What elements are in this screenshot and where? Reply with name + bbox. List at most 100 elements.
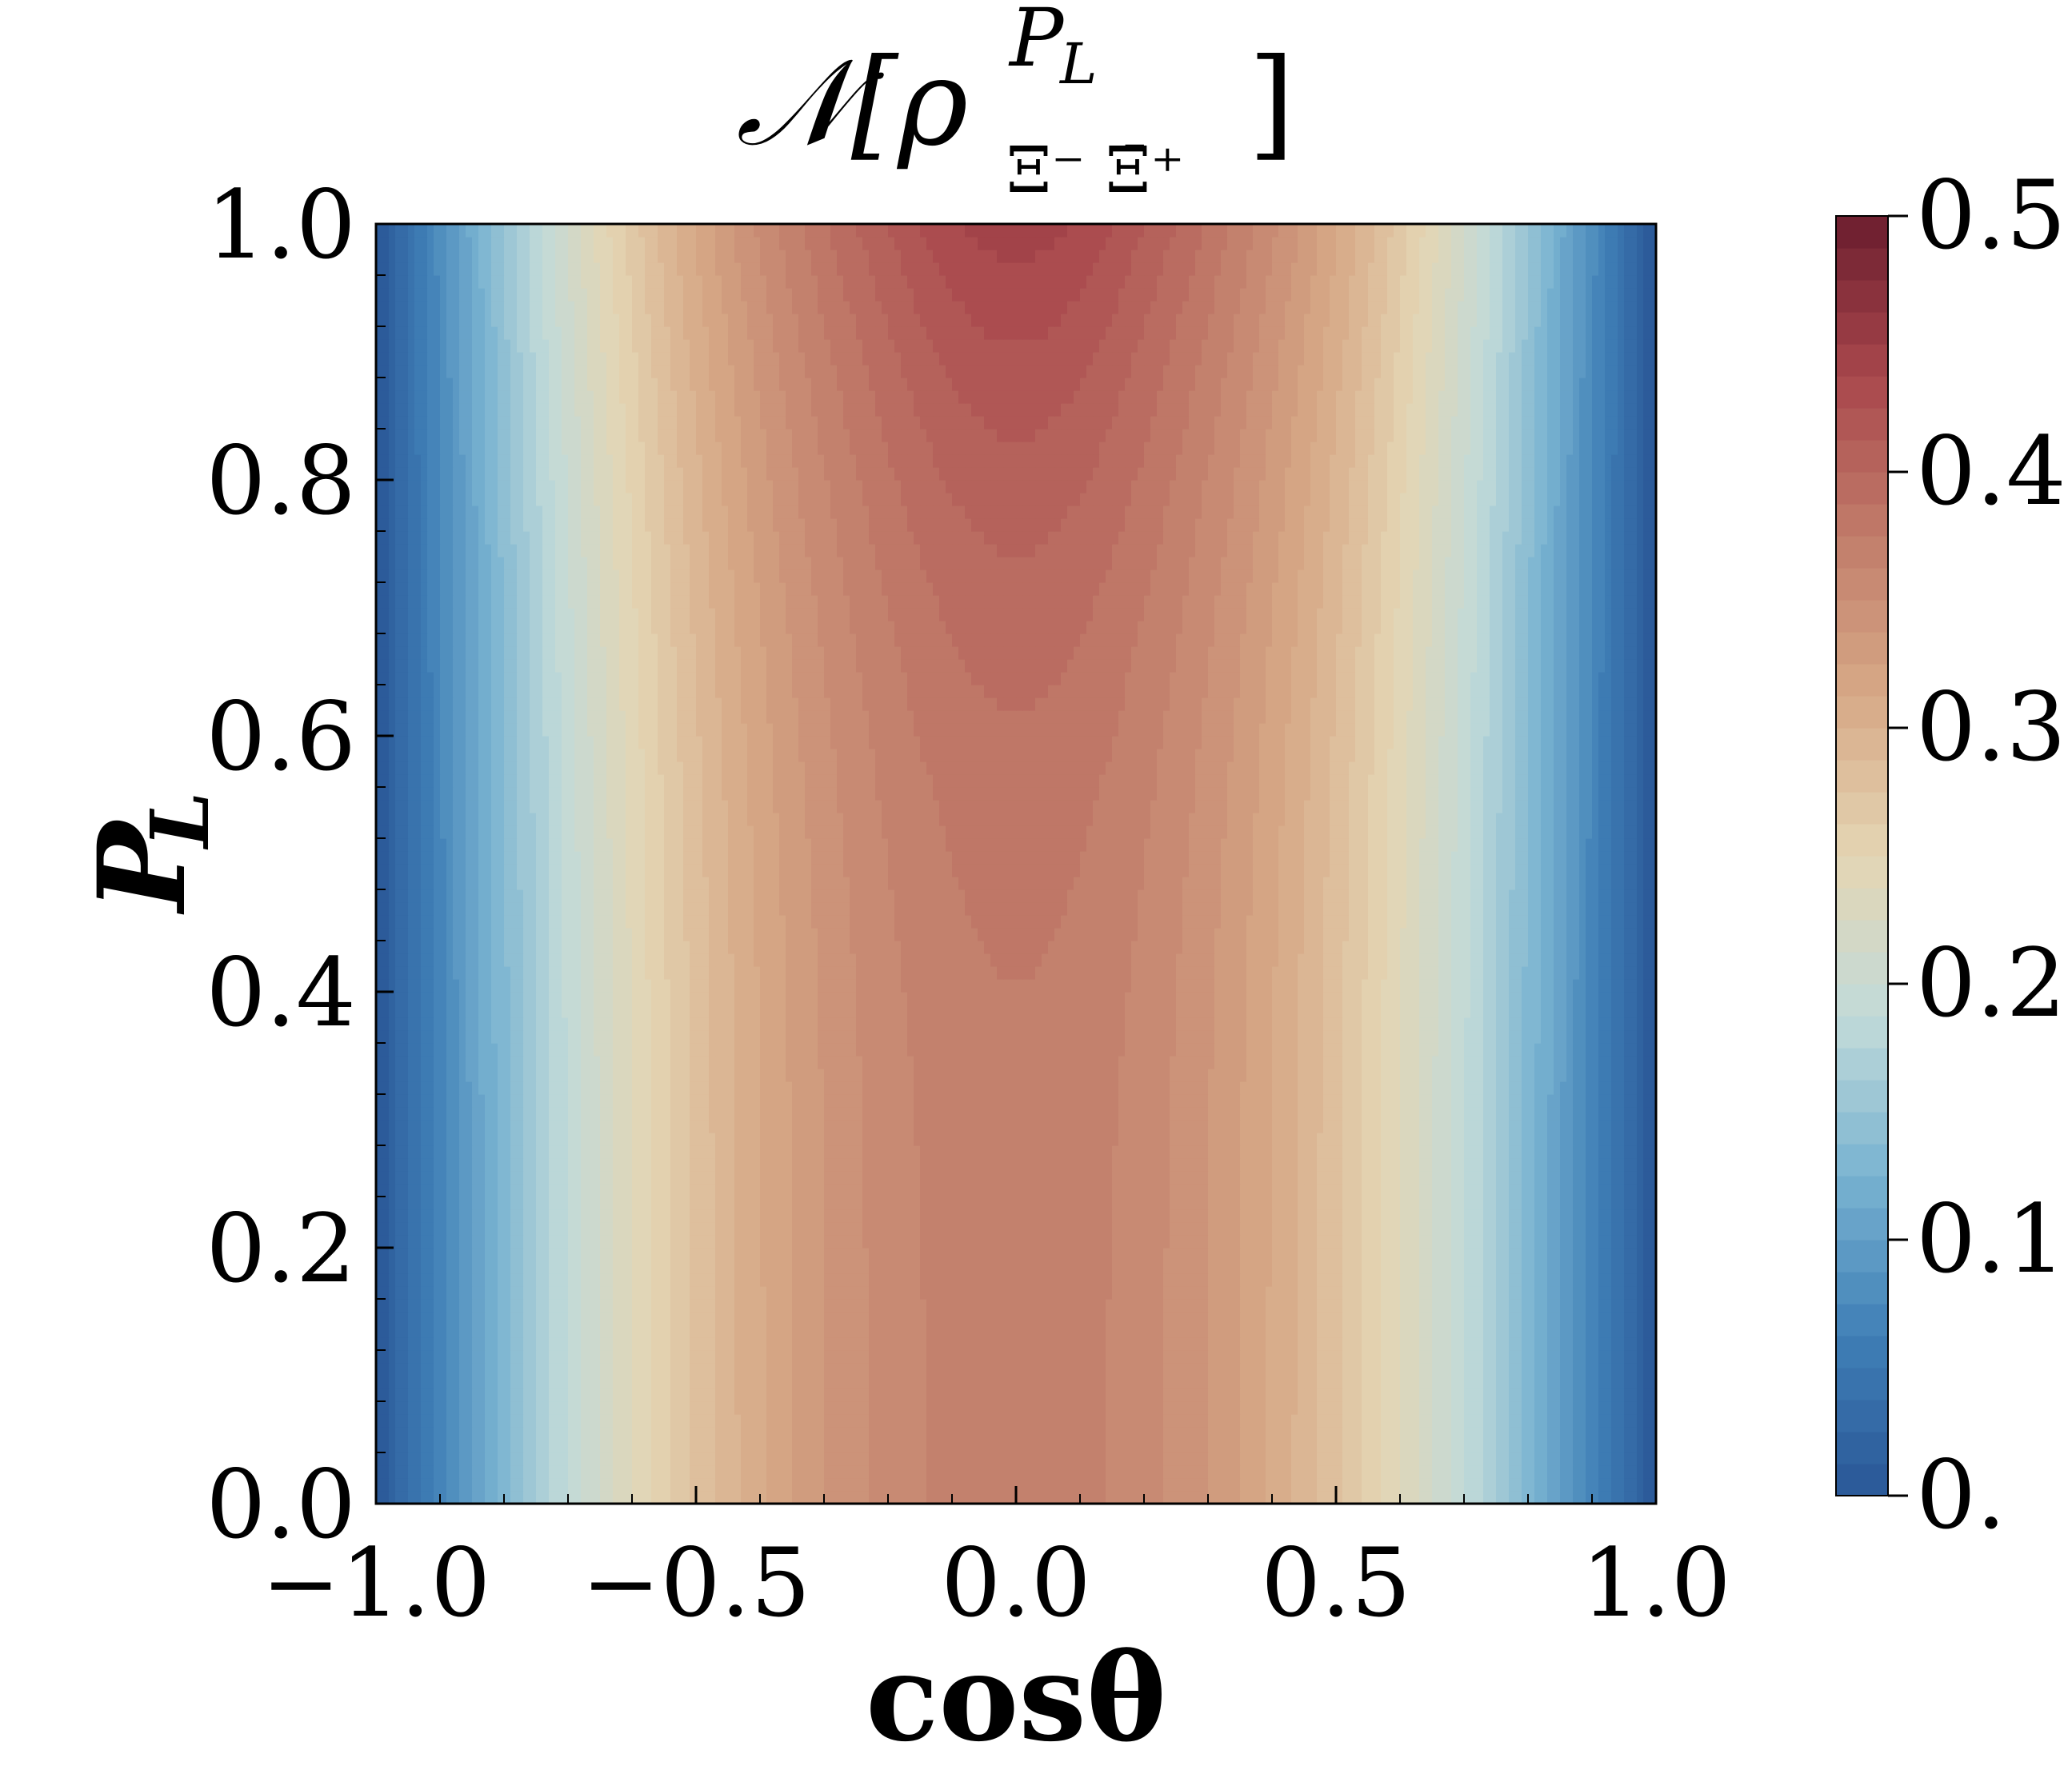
heatmap-cell (446, 1184, 454, 1197)
heatmap-cell (1541, 1427, 1548, 1440)
heatmap-cell (1496, 1491, 1503, 1504)
heatmap-cell (1003, 1478, 1010, 1492)
heatmap-cell (670, 1286, 678, 1300)
heatmap-cell (1502, 1478, 1510, 1492)
heatmap-cell (1541, 1350, 1548, 1364)
heatmap-cell (690, 1452, 697, 1466)
heatmap-cell (1298, 1452, 1305, 1466)
heatmap-cell (1150, 1440, 1158, 1453)
heatmap-cell (1259, 1465, 1266, 1479)
heatmap-cell (1285, 1286, 1292, 1300)
heatmap-cell (459, 1491, 466, 1504)
heatmap-cell (613, 1427, 620, 1440)
heatmap-cell (760, 1427, 767, 1440)
heatmap-cell (395, 1273, 402, 1287)
heatmap-cell (907, 1337, 914, 1351)
heatmap-cell (478, 1376, 486, 1389)
heatmap-cell (606, 1325, 614, 1338)
heatmap-cell (1458, 1299, 1465, 1313)
heatmap-cell (1419, 1478, 1426, 1492)
heatmap-cell (1010, 1184, 1017, 1197)
heatmap-cell (1310, 1440, 1318, 1453)
heatmap-cell (1144, 1478, 1151, 1492)
heatmap-cell (952, 1440, 959, 1453)
heatmap-cell (1573, 1299, 1580, 1313)
heatmap-cell (741, 1248, 748, 1261)
heatmap-cell (1022, 1248, 1030, 1261)
heatmap-cell (1189, 1197, 1196, 1210)
heatmap-cell (1451, 1414, 1458, 1428)
heatmap-cell (702, 1299, 710, 1313)
heatmap-cell (1022, 1197, 1030, 1210)
heatmap-cell (549, 1248, 556, 1261)
heatmap-cell (850, 1427, 857, 1440)
heatmap-cell (1061, 1273, 1068, 1287)
heatmap-cell (965, 1261, 972, 1274)
heatmap-cell (632, 1325, 639, 1338)
heatmap-cell (1093, 1363, 1100, 1376)
heatmap-cell (1432, 1440, 1439, 1453)
heatmap-cell (1496, 1325, 1503, 1338)
heatmap-cell (1432, 1209, 1439, 1223)
heatmap-cell (1266, 1401, 1273, 1415)
heatmap-cell (1560, 1197, 1567, 1210)
heatmap-cell (715, 1325, 722, 1338)
heatmap-cell (581, 1209, 588, 1223)
heatmap-cell (1317, 1350, 1324, 1364)
heatmap-cell (715, 1350, 722, 1364)
heatmap-cell (568, 1376, 575, 1389)
heatmap-cell (434, 1235, 441, 1249)
heatmap-cell (773, 1401, 780, 1415)
heatmap-cell (1112, 1209, 1119, 1223)
heatmap-cell (408, 1478, 415, 1492)
heatmap-cell (1419, 1261, 1426, 1274)
heatmap-cell (1195, 1273, 1202, 1287)
heatmap-cell (472, 1325, 479, 1338)
heatmap-cell (958, 1299, 966, 1313)
heatmap-cell (1157, 1235, 1164, 1249)
heatmap-cell (536, 1478, 543, 1492)
heatmap-cell (1483, 1209, 1490, 1223)
heatmap-cell (459, 1478, 466, 1492)
heatmap-cell (1157, 1376, 1164, 1389)
heatmap-cell (382, 1440, 390, 1453)
heatmap-cell (1598, 1491, 1606, 1504)
heatmap-cell (1323, 1325, 1330, 1338)
heatmap-cell (1592, 1401, 1599, 1415)
heatmap-cell (626, 1427, 633, 1440)
heatmap-cell (722, 1209, 729, 1223)
heatmap-cell (408, 1440, 415, 1453)
heatmap-cell (498, 1197, 505, 1210)
heatmap-cell (1253, 1491, 1260, 1504)
heatmap-cell (1099, 1401, 1106, 1415)
heatmap-cell (1618, 1235, 1625, 1249)
heatmap-cell (990, 1222, 998, 1236)
heatmap-cell (517, 1312, 524, 1325)
heatmap-cell (1560, 1325, 1567, 1338)
heatmap-cell (1509, 1465, 1516, 1479)
heatmap-cell (1592, 1491, 1599, 1504)
heatmap-cell (907, 1197, 914, 1210)
heatmap-cell (491, 1325, 498, 1338)
heatmap-cell (1381, 1376, 1388, 1389)
heatmap-cell (1522, 1261, 1529, 1274)
heatmap-cell (574, 1427, 582, 1440)
heatmap-cell (562, 1337, 569, 1351)
heatmap-cell (824, 1312, 831, 1325)
heatmap-cell (811, 1478, 818, 1492)
heatmap-cell (754, 1376, 761, 1389)
heatmap-cell (1445, 1388, 1452, 1402)
heatmap-cell (1470, 1312, 1478, 1325)
heatmap-cell (734, 1184, 742, 1197)
heatmap-cell (1240, 1209, 1247, 1223)
heatmap-cell (1624, 1427, 1631, 1440)
heatmap-cell (1214, 1273, 1222, 1287)
heatmap-cell (1182, 1440, 1190, 1453)
heatmap-cell (1106, 1299, 1113, 1313)
heatmap-cell (696, 1376, 703, 1389)
heatmap-cell (466, 1363, 473, 1376)
heatmap-cell (651, 1299, 658, 1313)
heatmap-cell (594, 1222, 601, 1236)
heatmap-cell (1253, 1286, 1260, 1300)
heatmap-cell (722, 1273, 729, 1287)
